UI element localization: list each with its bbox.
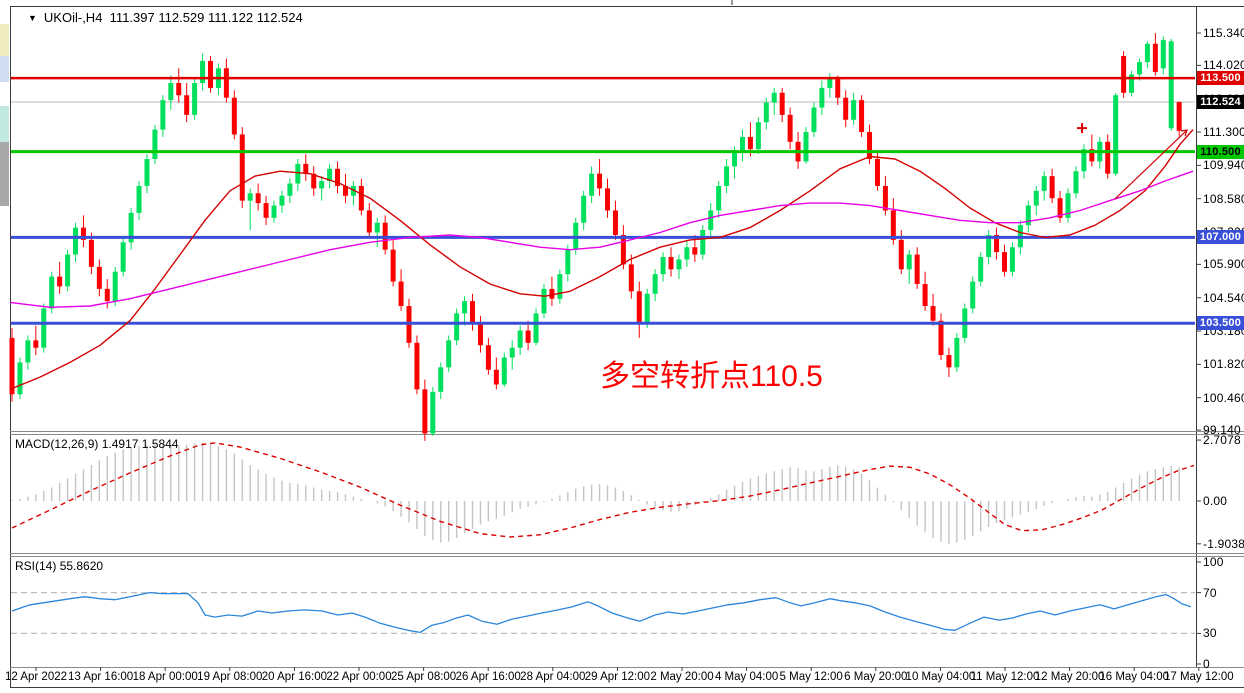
time-axis-label: 11 May 12:00 [970,671,1040,683]
price-axis-label: 115.340 [1203,26,1244,40]
sliver-segment [0,206,9,693]
time-axis-label: 12 Apr 2022 [4,671,68,683]
rsi-axis-label: 0 [1203,657,1210,671]
price-axis-label: 109.940 [1203,158,1244,173]
price-axis-label: 104.540 [1203,290,1244,305]
rsi-label: RSI(14) 55.8620 [15,559,104,573]
price-axis-label: 105.900 [1203,257,1244,272]
symbol-dropdown-icon[interactable]: ▼ [28,13,37,23]
price-axis-label: 108.580 [1203,191,1244,206]
time-axis-label: 28 Apr 04:00 [520,671,586,683]
macd-axis-label: -1.9038 [1203,536,1244,551]
price-axis-separator [1196,6,1197,667]
main-macd-separator-2 [10,434,1244,435]
level-price-tag: 113.500 [1197,71,1244,86]
main-macd-separator[interactable] [10,431,1244,432]
rsi-panel[interactable] [11,557,1196,667]
price-axis-label: 114.020 [1203,58,1244,73]
sliver-segment [0,56,9,82]
macd-label: MACD(12,26,9) 1.4917 1.5844 [15,437,179,451]
time-axis-label: 12 May 20:00 [1034,671,1105,683]
sliver-segment [0,0,9,24]
price-axis-label: 111.300 [1203,125,1244,140]
rsi-axis-label: 100 [1203,555,1224,569]
macd-value-main: 1.4917 [101,437,139,451]
sliver-segment [0,142,9,206]
rsi-axis-label: 30 [1203,626,1217,641]
level-price-tag: 103.500 [1197,316,1244,331]
ohlc-low: 111.122 [208,10,254,25]
time-axis-label: 16 May 04:00 [1099,671,1170,683]
time-axis-label: 20 Apr 16:00 [261,671,328,683]
price-axis-label: 100.460 [1203,390,1244,405]
macd-panel[interactable] [11,435,1196,553]
sliver-segment [0,106,9,142]
time-axis-label: 29 Apr 12:00 [584,671,651,683]
time-axis-label: 6 May 20:00 [844,671,908,683]
macd-value-signal: 1.5844 [141,437,179,451]
current-price-tag: 112.524 [1197,95,1244,110]
price-axis-label: 101.820 [1203,357,1244,372]
sliver-segment [0,82,9,106]
time-axis-label: 22 Apr 00:00 [326,671,392,683]
time-axis-label: 26 Apr 16:00 [455,671,521,683]
rsi-axis-label: 70 [1203,585,1217,600]
time-axis-label: 5 May 12:00 [779,671,843,683]
time-axis-label: 10 May 04:00 [905,671,976,683]
macd-axis-label: 0.00 [1203,494,1228,508]
price-axis-label: 99.140 [1203,423,1241,438]
ohlc-close: 112.524 [256,10,303,25]
toolbar-separator-remnant [731,0,733,5]
macd-axis-label: 2.7078 [1203,433,1241,448]
time-axis-label: 25 Apr 08:00 [390,671,457,683]
rsi-value: 55.8620 [59,559,104,573]
sliver-segment [0,24,9,56]
chart-border-bottom [10,687,1244,688]
time-axis-label: 19 Apr 08:00 [197,671,263,683]
time-axis-label: 4 May 04:00 [714,671,779,683]
macd-rsi-separator[interactable] [10,553,1244,554]
chart-border-top [10,6,1244,7]
rsi-timeaxis-separator [10,667,1244,668]
ohlc-high: 112.529 [158,10,205,25]
symbol-period-label: UKOil-,H4 [43,10,103,25]
level-price-tag: 107.000 [1197,230,1244,245]
ohlc-open: 111.397 [109,10,155,25]
macd-rsi-separator-2 [10,556,1244,557]
pivot-annotation-text: 多空转折点110.5 [600,360,823,393]
time-axis-label: 18 Apr 00:00 [132,671,198,683]
chart-header: ▼ UKOil-,H4 111.397 112.529 111.122 112.5… [28,10,303,25]
level-price-tag: 110.500 [1197,144,1244,159]
time-axis-label: 17 May 12:00 [1163,671,1234,683]
time-axis-label: 13 Apr 16:00 [67,671,134,683]
time-axis-label: 2 May 20:00 [650,671,714,683]
